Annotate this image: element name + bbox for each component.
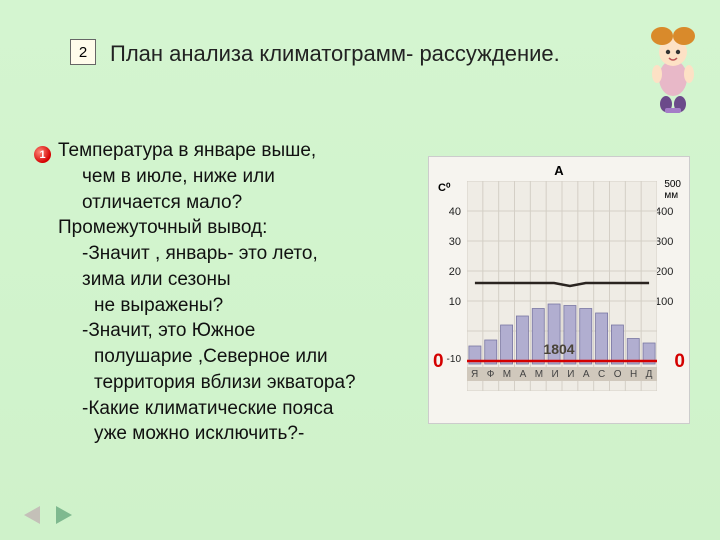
chart-label-a: А bbox=[554, 163, 563, 178]
month-label: И bbox=[552, 369, 560, 380]
month-label: И bbox=[567, 369, 575, 380]
month-label: Д bbox=[646, 369, 653, 380]
month-axis: ЯФМАМИИАСОНД bbox=[467, 367, 657, 381]
bullet-marker: 1 bbox=[34, 146, 51, 163]
tick-label: -10 bbox=[443, 355, 461, 365]
month-label: Я bbox=[471, 369, 479, 380]
month-label: О bbox=[614, 369, 622, 380]
next-button[interactable] bbox=[52, 504, 76, 526]
precip-unit-bot: мм bbox=[664, 190, 681, 201]
body-line: -Значит, это Южное bbox=[58, 319, 413, 343]
month-label: С bbox=[598, 369, 606, 380]
slide-number-box: 2 bbox=[70, 39, 96, 65]
bullet-number: 1 bbox=[39, 149, 45, 161]
body-line: -Значит , январь- это лето, bbox=[58, 242, 413, 266]
precip-axis-unit: 500 мм bbox=[664, 179, 681, 201]
tick-label: 20 bbox=[443, 267, 461, 297]
prev-button[interactable] bbox=[20, 504, 44, 526]
tick-label: 300 bbox=[655, 237, 677, 267]
temp-axis-ticks: 40 30 20 10 -10 bbox=[443, 207, 461, 365]
body-line: -Какие климатические пояса bbox=[58, 397, 413, 421]
body-line: полушарие ,Северное или bbox=[58, 345, 413, 369]
tick-label: 200 bbox=[655, 267, 677, 297]
tick-label: 100 bbox=[655, 297, 677, 327]
mascot-illustration bbox=[640, 22, 706, 114]
body-line: уже можно исключить?- bbox=[58, 422, 413, 446]
precip-unit-top: 500 bbox=[664, 179, 681, 190]
climatogram-plot bbox=[467, 181, 657, 391]
body-line: Промежуточный вывод: bbox=[58, 216, 413, 240]
tick-label: 40 bbox=[443, 207, 461, 237]
month-label: М bbox=[503, 369, 512, 380]
body-line: чем в июле, ниже или bbox=[58, 165, 413, 189]
body-line: зима или сезоны bbox=[58, 268, 413, 292]
body-text: Температура в январе выше, чем в июле, н… bbox=[58, 139, 413, 448]
slide-number: 2 bbox=[79, 44, 87, 61]
climatogram-panel: А С⁰ 500 мм 40 30 20 10 -10 400 300 200 … bbox=[428, 156, 690, 424]
slide-title: План анализа климатограмм- рассуждение. bbox=[110, 41, 560, 67]
tick-label: 30 bbox=[443, 237, 461, 267]
body-line: территория вблизи экватора? bbox=[58, 371, 413, 395]
month-label: Н bbox=[630, 369, 638, 380]
month-label: Ф bbox=[487, 369, 495, 380]
body-line: Температура в январе выше, bbox=[58, 139, 413, 163]
body-line: не выражены? bbox=[58, 294, 413, 318]
month-label: А bbox=[583, 369, 590, 380]
zero-left: 0 bbox=[433, 351, 444, 373]
body-line: отличается мало? bbox=[58, 191, 413, 215]
month-label: А bbox=[520, 369, 527, 380]
zero-right: 0 bbox=[674, 351, 685, 373]
tick-label: 400 bbox=[655, 207, 677, 237]
temp-axis-unit: С⁰ bbox=[438, 181, 450, 194]
month-label: М bbox=[535, 369, 544, 380]
tick-label: 10 bbox=[443, 297, 461, 327]
precip-axis-ticks: 400 300 200 100 bbox=[655, 207, 677, 327]
nav-controls bbox=[20, 504, 76, 526]
annual-precip-value: 1804 bbox=[543, 341, 574, 357]
